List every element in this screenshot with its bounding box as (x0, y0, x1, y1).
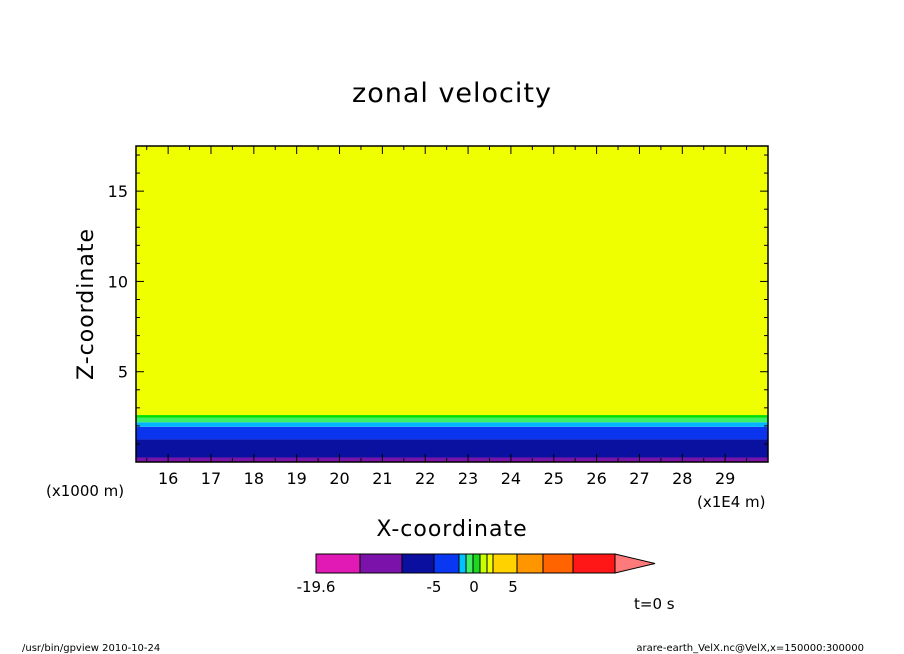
colorbar-tick-label: -5 (427, 578, 442, 596)
x-axis-label: X-coordinate (376, 517, 527, 542)
x-tick-label: 19 (286, 469, 306, 488)
colorbar-segment (465, 553, 474, 574)
colorbar-segment (479, 553, 488, 574)
y-tick-label: 5 (118, 363, 128, 382)
footer-right: arare-earth_VelX.nc@VelX,x=150000:300000 (636, 643, 864, 654)
field-band (136, 146, 768, 416)
y-axis-ticks: 5 10 15 (108, 154, 768, 445)
field-band (136, 422, 768, 427)
y-axis-label: Z-coordinate (74, 228, 99, 380)
y-tick-label: 15 (108, 182, 128, 201)
x-axis-ticks: 16 17 18 19 20 21 22 23 24 25 26 27 28 29 (146, 146, 748, 488)
x-tick-label: 20 (329, 469, 349, 488)
plot-frame (135, 145, 769, 463)
colorbar (315, 553, 656, 574)
x-tick-label: 24 (501, 469, 521, 488)
colorbar-segment (433, 553, 460, 574)
field-band (136, 415, 768, 418)
x-tick-label: 28 (672, 469, 692, 488)
plot-area (135, 145, 769, 463)
colorbar-segment (458, 553, 467, 574)
colorbar-segment (472, 553, 481, 574)
x-tick-label: 21 (372, 469, 392, 488)
colorbar-tick-label: -19.6 (297, 578, 336, 596)
colorbar-arrow (614, 553, 656, 574)
colorbar-segment (359, 553, 403, 574)
colorbar-tick-label: 5 (508, 578, 518, 596)
x-tick-label: 23 (458, 469, 478, 488)
colorbar-segment (486, 553, 494, 574)
colorbar-segment (542, 553, 574, 574)
colorbar-segment (315, 553, 361, 574)
field-band (136, 439, 768, 458)
time-annotation: t=0 s (634, 595, 675, 613)
y-tick-label: 10 (108, 272, 128, 291)
field-band (136, 426, 768, 440)
colorbar-segment (572, 553, 616, 574)
x-tick-label: 17 (201, 469, 221, 488)
field-band (136, 457, 768, 462)
chart-title: zonal velocity (352, 78, 552, 109)
y-scale-label: (x1000 m) (46, 482, 124, 500)
x-tick-label: 22 (415, 469, 435, 488)
colorbar-tick-label: 0 (469, 578, 479, 596)
x-tick-label: 16 (158, 469, 178, 488)
colorbar-labels: -19.6 -5 0 5 (297, 578, 518, 596)
field-band (136, 417, 768, 423)
colorbar-segment (492, 553, 518, 574)
x-scale-label: (x1E4 m) (697, 493, 766, 511)
x-tick-label: 25 (544, 469, 564, 488)
x-tick-label: 27 (629, 469, 649, 488)
colorbar-segment (401, 553, 435, 574)
x-tick-label: 18 (244, 469, 264, 488)
x-tick-label: 26 (586, 469, 606, 488)
footer-left: /usr/bin/gpview 2010-10-24 (22, 643, 160, 654)
colorbar-segment (516, 553, 544, 574)
x-tick-label: 29 (715, 469, 735, 488)
